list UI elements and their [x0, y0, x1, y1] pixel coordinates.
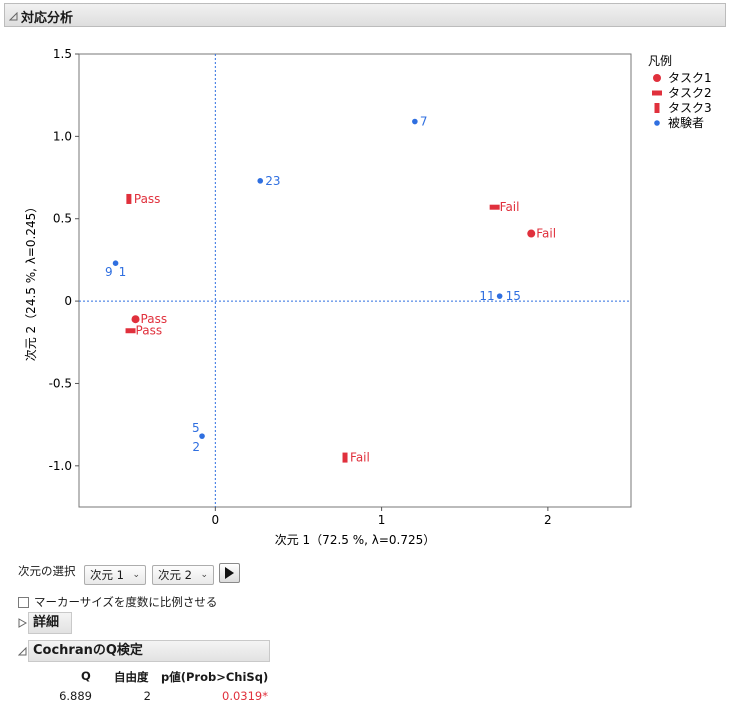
point-marker	[412, 118, 418, 125]
point-marker	[112, 260, 119, 267]
x-tick-label: 2	[544, 513, 552, 527]
correspondence-plot: 0 1 2 -1.0 -0.5 0 0.5 1.0 1.5 Pass Fail Pass Fail Pa…	[24, 47, 712, 547]
y-tick-label: -0.5	[49, 376, 72, 390]
y-tick-label: 1.5	[53, 47, 72, 61]
y-tick-label: 0.5	[53, 212, 72, 226]
collapse-triangle-icon[interactable]	[9, 12, 18, 21]
y-tick-label: -1.0	[49, 459, 72, 473]
x-axis-label: 次元 1（72.5 %, λ=0.725）	[275, 533, 436, 547]
point-marker	[125, 328, 136, 334]
point-label: 1	[119, 265, 127, 279]
expand-triangle-icon[interactable]	[18, 618, 27, 628]
chevron-down-icon: ⌄	[132, 570, 140, 580]
marker-size-option[interactable]: マーカーサイズを度数に比例させる	[18, 594, 217, 610]
cochran-outline[interactable]: CochranのQ検定	[18, 640, 274, 662]
x-tick-label: 0	[212, 513, 220, 527]
point-label: Fail	[500, 200, 520, 214]
point-marker	[489, 204, 500, 210]
x-dimension-select[interactable]: 次元 1 ⌄	[84, 565, 146, 585]
point-label: 7	[420, 115, 428, 129]
legend-marker	[652, 90, 662, 96]
legend-entry: タスク1	[668, 71, 712, 85]
legend-marker	[654, 103, 660, 113]
x-tick-label: 1	[378, 513, 386, 527]
col-header-q: Q	[81, 669, 91, 683]
legend-marker	[654, 120, 660, 126]
point-marker	[257, 178, 264, 184]
point-marker	[131, 315, 140, 324]
play-arrow-icon	[225, 567, 234, 579]
point-label: Pass	[136, 324, 163, 338]
apply-dimension-button[interactable]	[219, 563, 240, 583]
point-label: 23	[265, 174, 280, 188]
point-label: Pass	[134, 192, 161, 206]
report-title: 対応分析	[21, 11, 74, 26]
reference-lines	[79, 54, 631, 507]
legend-marker	[653, 74, 661, 82]
col-header-pvalue: p値(Prob>ChiSq)	[161, 670, 269, 684]
axis-ticks: 0 1 2 -1.0 -0.5 0 0.5 1.0 1.5	[49, 47, 552, 527]
legend-title: 凡例	[648, 54, 672, 68]
point-label: 9	[105, 265, 113, 279]
point-label: Pass	[141, 312, 168, 326]
point-label: Fail	[350, 451, 370, 465]
point-marker	[199, 433, 205, 439]
marker-size-label: マーカーサイズを度数に比例させる	[34, 595, 218, 609]
collapse-triangle-icon[interactable]	[18, 646, 27, 656]
point-label: Fail	[536, 227, 556, 241]
df-value: 2	[143, 689, 151, 703]
legend-entry: タスク3	[668, 101, 712, 115]
legend-entry: 被験者	[668, 115, 704, 130]
point-marker	[342, 452, 348, 463]
point-label: 11	[479, 289, 494, 303]
x-dimension-value: 次元 1	[90, 568, 124, 582]
plot-frame	[78, 53, 632, 508]
chevron-down-icon: ⌄	[200, 570, 208, 580]
point-marker	[496, 293, 503, 299]
point-label: 2	[192, 440, 200, 454]
q-value: 6.889	[59, 689, 92, 703]
point-marker	[126, 193, 132, 204]
point-label: 5	[192, 421, 200, 435]
cochran-title: CochranのQ検定	[28, 640, 270, 662]
y-tick-label: 0	[64, 294, 72, 308]
correspondence-analysis-header[interactable]: 対応分析	[4, 3, 726, 27]
y-tick-label: 1.0	[53, 129, 72, 143]
y-dimension-select[interactable]: 次元 2 ⌄	[152, 565, 214, 585]
legend-entry: タスク2	[668, 86, 712, 100]
marker-size-checkbox[interactable]	[18, 597, 29, 608]
point-label: 15	[506, 289, 521, 303]
dimension-select-label: 次元の選択	[18, 564, 76, 578]
p-value: 0.0319*	[222, 689, 268, 703]
col-header-df: 自由度	[114, 670, 149, 684]
details-outline[interactable]: 詳細	[18, 612, 78, 634]
y-axis-label: 次元 2（24.5 %, λ=0.245）	[24, 201, 38, 362]
details-title: 詳細	[28, 612, 72, 634]
y-dimension-value: 次元 2	[158, 568, 192, 582]
point-marker	[527, 229, 536, 238]
